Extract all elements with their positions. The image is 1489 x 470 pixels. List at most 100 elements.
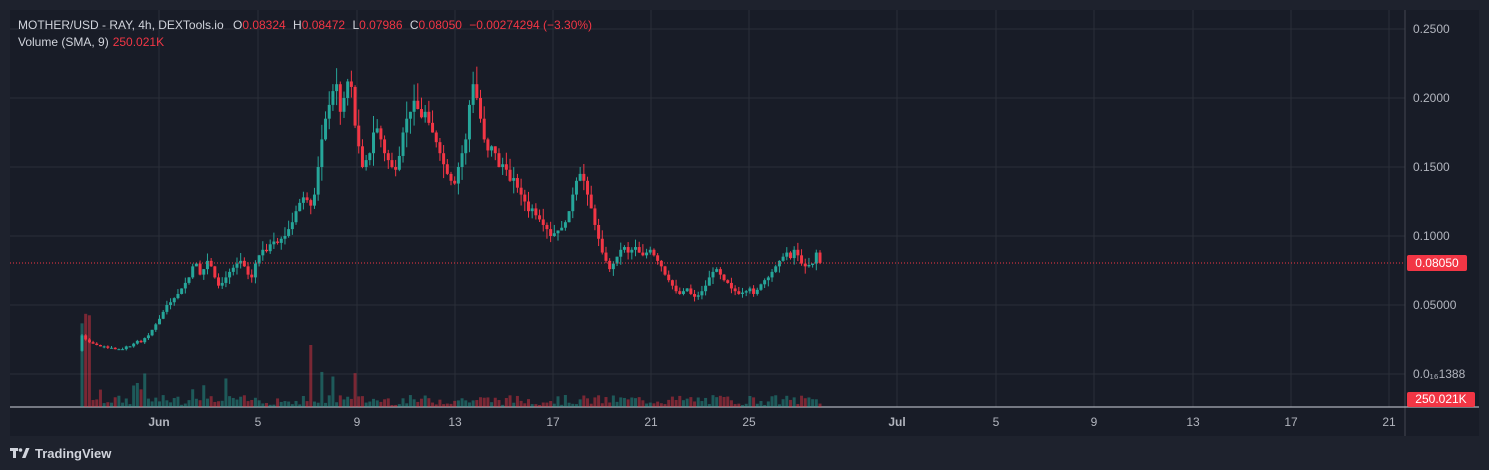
candle-body — [715, 269, 719, 272]
change-value: −0.00274294 (−3.30%) — [469, 18, 593, 32]
candle-body — [121, 349, 125, 351]
volume-bar — [309, 345, 313, 407]
volume-bar — [582, 395, 586, 407]
candle-body — [744, 291, 748, 293]
volume-bar — [523, 403, 527, 407]
candle-body — [464, 139, 468, 154]
volume-bar — [183, 403, 187, 407]
volume-bar — [471, 400, 475, 407]
candle-body — [124, 346, 128, 350]
candle-body — [290, 222, 294, 230]
volume-bar — [312, 401, 316, 407]
volume-bar — [250, 399, 254, 407]
volume-bar — [301, 395, 305, 407]
volume-bar — [512, 402, 516, 407]
volume-bar — [556, 396, 560, 407]
volume-bar — [357, 396, 361, 407]
candle-body — [479, 98, 483, 119]
tradingview-logo[interactable]: TradingView — [10, 444, 111, 462]
volume-bar — [611, 395, 615, 407]
volume-bar — [84, 313, 88, 407]
volume-bar — [176, 396, 180, 407]
candle-body — [383, 139, 387, 154]
time-tick-label: 21 — [1382, 415, 1396, 429]
candle-body — [353, 86, 357, 126]
candle-body — [346, 81, 350, 98]
candle-body — [239, 260, 243, 264]
candle-body — [755, 289, 759, 294]
volume-bar — [729, 400, 733, 407]
volume-bar — [770, 396, 774, 407]
candle-body — [700, 291, 704, 296]
volume-bar — [693, 401, 697, 407]
volume-bar — [272, 404, 276, 407]
tradingview-brand-text: TradingView — [35, 445, 112, 461]
candle-body — [733, 288, 737, 292]
volume-bar — [626, 399, 630, 407]
chart-pane[interactable]: 0.2500 0.2000 0.1500 0.1000 0.05000 0.0₁₆1388… — [10, 10, 1479, 436]
price-tick-label: 0.1500 — [1413, 160, 1450, 174]
volume-bar — [91, 400, 95, 407]
candle-body — [818, 252, 822, 263]
candle-body — [512, 178, 516, 181]
price-chart[interactable]: 0.2500 0.2000 0.1500 0.1000 0.05000 0.0₁₆1388… — [10, 10, 1479, 436]
candle-body — [427, 111, 431, 123]
volume-bar — [811, 399, 815, 407]
candle-body — [526, 201, 530, 212]
volume-bar — [545, 402, 549, 407]
candle-body — [497, 153, 501, 167]
volume-bar — [741, 404, 745, 407]
candle-body — [102, 346, 106, 348]
candle-body — [471, 84, 475, 105]
candle-body — [814, 252, 818, 264]
candle-body — [678, 291, 682, 294]
candle-body — [704, 285, 708, 292]
candle-body — [530, 208, 534, 212]
volume-bar — [722, 397, 726, 407]
candle-body — [681, 291, 685, 294]
candle-body — [405, 118, 409, 133]
candle-body — [711, 271, 715, 278]
volume-bar — [586, 398, 590, 407]
volume-bar — [685, 398, 689, 407]
volume-bar — [187, 400, 191, 407]
volume-bar — [383, 399, 387, 407]
volume-bar — [401, 398, 405, 407]
volume-bar — [574, 404, 578, 407]
volume-bar — [346, 396, 350, 407]
candle-body — [741, 292, 745, 294]
candle-body — [689, 288, 693, 294]
candle-body — [515, 178, 519, 188]
volume-bar — [353, 373, 357, 407]
candle-body — [276, 241, 280, 243]
candle-body — [493, 146, 497, 154]
candle-body — [563, 222, 567, 228]
volume-bar — [419, 398, 423, 407]
candle-body — [268, 244, 272, 252]
volume-bar — [110, 402, 114, 407]
symbol-label[interactable]: MOTHER/USD - RAY, 4h, DEXTools.io — [18, 18, 224, 32]
candle-body — [261, 249, 265, 256]
time-tick-label: 17 — [1284, 415, 1298, 429]
volume-bar — [792, 397, 796, 407]
candle-body — [774, 266, 778, 272]
volume-bar — [372, 398, 376, 407]
volume-bar — [161, 395, 165, 407]
candle-body — [748, 288, 752, 292]
volume-label[interactable]: Volume (SMA, 9) — [18, 35, 109, 49]
candle-body — [416, 100, 420, 110]
volume-bar — [748, 395, 752, 407]
volume-bar — [412, 399, 416, 407]
candle-body — [191, 266, 195, 278]
candle-body — [357, 125, 361, 147]
volume-bar — [283, 401, 287, 407]
candle-body — [394, 167, 398, 170]
candle-body — [209, 260, 213, 267]
candle-body — [202, 269, 206, 275]
candle-body — [165, 305, 169, 312]
candle-body — [460, 153, 464, 167]
candle-body — [634, 247, 637, 250]
high-label: H — [293, 18, 302, 32]
candle-body — [301, 197, 305, 203]
volume-bar — [128, 404, 132, 407]
